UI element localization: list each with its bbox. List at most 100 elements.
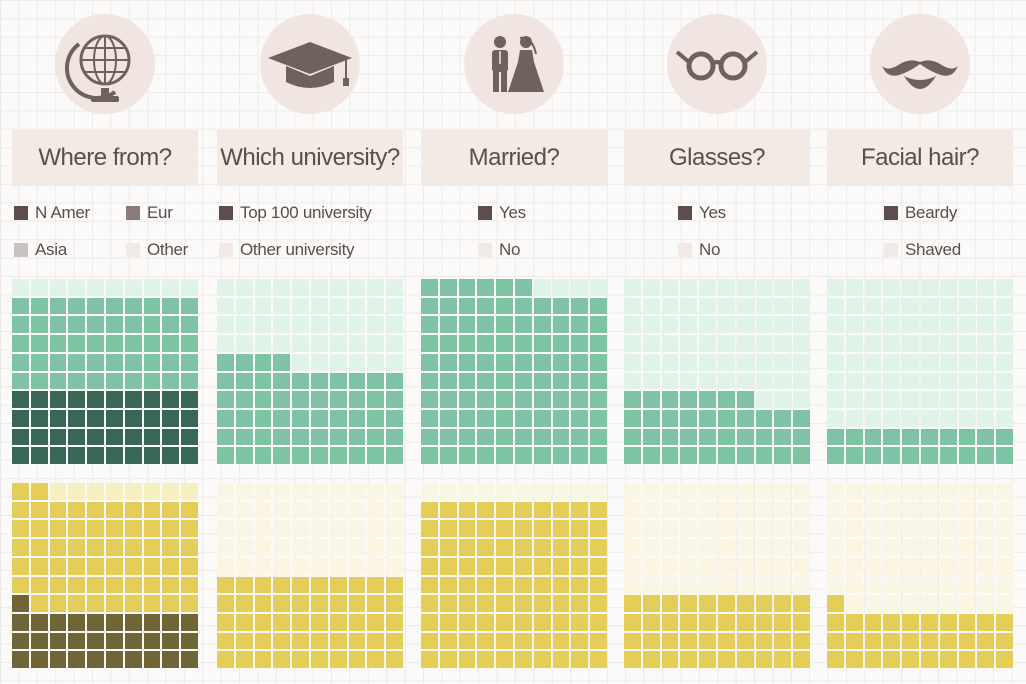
waffle-cell (755, 279, 773, 296)
waffle-cell (162, 335, 180, 352)
waffle-cell (348, 391, 366, 408)
waffle-cell (680, 335, 698, 352)
waffle-cell (958, 428, 976, 446)
waffle-cell (124, 316, 142, 334)
waffle-cell (439, 576, 457, 594)
waffle-cell (717, 316, 735, 334)
waffle-cell (68, 316, 86, 334)
waffle-cell (883, 595, 901, 612)
waffle-cell (496, 651, 513, 668)
legend-label: Yes (699, 203, 726, 222)
waffle-cell (590, 372, 607, 390)
waffle-cell (571, 632, 589, 650)
waffle-cell (680, 520, 698, 538)
waffle-cell (996, 316, 1013, 334)
waffle-cell (717, 632, 735, 650)
waffle-cell (329, 539, 347, 556)
waffle-cell (793, 316, 810, 334)
waffle-cell (329, 279, 347, 296)
waffle-cell (939, 613, 957, 631)
waffle-cell (717, 557, 735, 575)
waffle-cell (571, 335, 589, 352)
waffle-cell (105, 595, 123, 612)
waffle-cell (939, 335, 957, 352)
waffle-cell (883, 372, 901, 390)
waffle-cell (386, 353, 403, 371)
waffle-cell (793, 576, 810, 594)
waffle-cell (958, 483, 976, 500)
waffle-cell (552, 595, 570, 612)
waffle-cell (774, 409, 792, 427)
swatch-light (14, 243, 28, 257)
waffle-cell (958, 557, 976, 575)
waffle-cell (348, 279, 366, 296)
legend-item-no: No (478, 240, 520, 260)
waffle-cell (883, 520, 901, 538)
swatch-pale (219, 243, 233, 257)
waffle-cell (571, 651, 589, 668)
waffle-cell (958, 409, 976, 427)
waffle-cell (642, 391, 660, 408)
waffle-chart (12, 279, 198, 464)
waffle-cell (310, 576, 328, 594)
waffle-cell (439, 409, 457, 427)
waffle-cell (920, 335, 938, 352)
waffle-cell (439, 279, 457, 296)
waffle-cell (386, 539, 403, 556)
waffle-cell (755, 576, 773, 594)
waffle-cell (793, 297, 810, 315)
waffle-cell (477, 447, 495, 464)
waffle-cell (680, 557, 698, 575)
waffle-cell (458, 539, 476, 556)
waffle-cell (124, 576, 142, 594)
waffle-cell (642, 651, 660, 668)
waffle-cell (254, 520, 272, 538)
waffle-cell (920, 409, 938, 427)
waffle-cell (661, 557, 679, 575)
waffle-cell (977, 501, 995, 519)
waffle-cell (439, 501, 457, 519)
waffle-cell (774, 297, 792, 315)
waffle-cell (827, 483, 844, 500)
waffle-cell (864, 539, 882, 556)
waffle-cell (124, 557, 142, 575)
waffle-cell (920, 372, 938, 390)
waffle-cell (87, 353, 104, 371)
waffle-cell (49, 520, 67, 538)
waffle-cell (827, 651, 844, 668)
waffle-cell (68, 539, 86, 556)
waffle-cell (717, 539, 735, 556)
waffle-cell (883, 632, 901, 650)
waffle-cell (348, 447, 366, 464)
waffle-cell (348, 576, 366, 594)
waffle-cell (590, 613, 607, 631)
legend-label: Beardy (905, 203, 958, 222)
waffle-cell (310, 428, 328, 446)
waffle-cell (514, 316, 532, 334)
waffle-cell (477, 595, 495, 612)
waffle-cell (642, 576, 660, 594)
waffle-cell (958, 353, 976, 371)
waffle-cell (87, 409, 104, 427)
waffle-cell (477, 520, 495, 538)
waffle-chart (217, 483, 403, 668)
swatch-pale (126, 243, 140, 257)
waffle-cell (87, 372, 104, 390)
waffle-cell (996, 297, 1013, 315)
waffle-cell (661, 632, 679, 650)
waffle-cell (87, 576, 104, 594)
waffle-cell (845, 335, 863, 352)
waffle-cell (996, 595, 1013, 612)
waffle-cell (310, 297, 328, 315)
waffle-cell (310, 539, 328, 556)
waffle-cell (49, 335, 67, 352)
waffle-cell (87, 428, 104, 446)
waffle-cell (533, 520, 551, 538)
waffle-cell (902, 391, 919, 408)
waffle-cell (181, 353, 198, 371)
waffle-cell (939, 447, 957, 464)
waffle-cell (624, 483, 641, 500)
column-where-from: Where from? N Amer Eur Asia Other (12, 0, 198, 684)
waffle-cell (590, 576, 607, 594)
waffle-cell (68, 279, 86, 296)
